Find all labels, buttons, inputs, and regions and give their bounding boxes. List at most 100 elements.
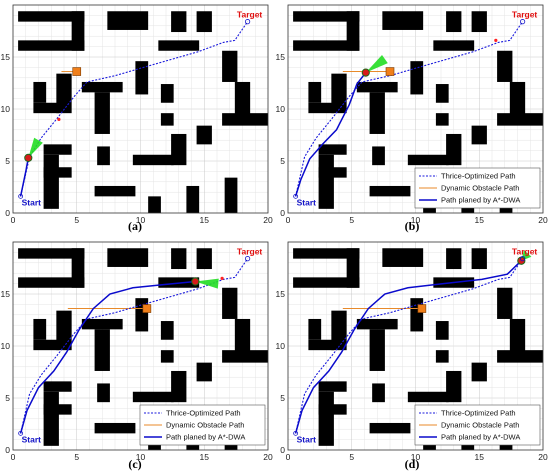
obstacle-block bbox=[160, 321, 174, 340]
obstacle-block bbox=[471, 11, 487, 33]
obstacle-block bbox=[293, 40, 360, 51]
obstacle-block bbox=[196, 125, 212, 145]
x-tick-label: 10 bbox=[411, 215, 421, 225]
obstacle-block bbox=[435, 113, 449, 126]
legend-entry: Dynamic Obstacle Path bbox=[166, 421, 244, 430]
obstacle-block bbox=[222, 350, 268, 363]
x-tick-label: 15 bbox=[475, 215, 485, 225]
obstacles bbox=[293, 248, 543, 450]
obstacle-block bbox=[43, 144, 72, 155]
y-tick-label: 0 bbox=[280, 208, 285, 218]
legend-entry: Thrice-Optimized Path bbox=[166, 409, 241, 418]
obstacle-block bbox=[94, 329, 110, 371]
start-marker bbox=[18, 430, 24, 436]
x-tick-label: 0 bbox=[11, 452, 16, 462]
obstacle-block bbox=[33, 81, 47, 103]
planned-path bbox=[19, 157, 30, 197]
caption-a: (a) bbox=[128, 219, 142, 233]
legend: Thrice-Optimized Path Dynamic Obstacle Pa… bbox=[139, 404, 266, 446]
obstacle-block bbox=[132, 154, 174, 166]
obstacle-block bbox=[318, 167, 347, 178]
dynamic-obstacle bbox=[385, 67, 395, 76]
obstacle-block bbox=[356, 318, 398, 330]
obstacle-block bbox=[471, 248, 487, 270]
obstacle-block bbox=[171, 370, 187, 403]
obstacle-block bbox=[18, 248, 85, 259]
obstacle-block bbox=[222, 50, 238, 82]
y-tick-label: 10 bbox=[276, 341, 286, 351]
planned-path bbox=[294, 72, 367, 197]
obstacle-block bbox=[497, 287, 513, 319]
target-marker bbox=[245, 256, 251, 262]
start-label: Start bbox=[22, 197, 42, 207]
obstacle-block bbox=[196, 362, 212, 382]
obstacle-block bbox=[433, 40, 475, 51]
obstacle-block bbox=[407, 391, 449, 403]
start-marker bbox=[293, 430, 299, 436]
obstacle-block bbox=[308, 339, 334, 351]
obstacle-block bbox=[435, 84, 449, 103]
obstacle-block bbox=[293, 277, 360, 288]
x-tick-label: 20 bbox=[538, 452, 548, 462]
caption-c: (c) bbox=[128, 457, 142, 471]
obstacle-block bbox=[308, 102, 334, 114]
target-label: Target bbox=[237, 10, 263, 20]
plot-frame bbox=[12, 241, 269, 451]
y-tick-label: 0 bbox=[5, 445, 10, 455]
y-tick-label: 15 bbox=[1, 52, 11, 62]
obstacle-block bbox=[43, 391, 59, 446]
obstacle-block bbox=[94, 185, 136, 197]
obstacle-block bbox=[43, 167, 72, 178]
caption-b: (b) bbox=[404, 219, 420, 233]
start-label: Start bbox=[297, 434, 317, 444]
dwa-velocity-fan bbox=[28, 137, 43, 158]
legend-entry: Dynamic Obstacle Path bbox=[441, 184, 519, 193]
panel-a-chart: StartTarget05101520051015Thrice-Optimize… bbox=[1, 4, 273, 225]
target-marker bbox=[520, 19, 526, 25]
obstacle-block bbox=[435, 350, 449, 363]
x-tick-label: 15 bbox=[200, 215, 210, 225]
obstacle-block bbox=[497, 113, 543, 126]
obstacle-block bbox=[369, 92, 385, 134]
obstacle-block bbox=[407, 154, 449, 166]
x-tick-label: 0 bbox=[286, 452, 291, 462]
x-tick-label: 10 bbox=[136, 215, 146, 225]
start-marker bbox=[293, 193, 299, 199]
dwa-velocity-fan bbox=[365, 54, 388, 73]
panel-c-chart: Start Target 0 5 10 15 20 0 5 10 15 Thrice-Optimize… bbox=[1, 241, 273, 462]
obstacle-block bbox=[33, 339, 59, 351]
x-tick-label: 5 bbox=[349, 215, 354, 225]
planned-path bbox=[19, 280, 196, 434]
y-tick-label: 10 bbox=[1, 341, 11, 351]
obstacle-block bbox=[293, 248, 360, 259]
x-tick-label: 20 bbox=[538, 215, 548, 225]
x-tick-label: 0 bbox=[11, 215, 16, 225]
legend: Thrice-Optimized Path Dynamic Obstacle Pa… bbox=[414, 167, 541, 209]
obstacle-block bbox=[446, 248, 462, 270]
obstacle-block bbox=[222, 287, 238, 319]
obstacle-block bbox=[369, 329, 385, 371]
x-tick-label: 15 bbox=[475, 452, 485, 462]
obstacle-block bbox=[18, 277, 85, 288]
obstacle-block bbox=[171, 133, 187, 166]
x-tick-label: 5 bbox=[74, 452, 79, 462]
dwa-velocity-fan bbox=[195, 278, 219, 289]
obstacle-block bbox=[135, 61, 149, 95]
obstacle-block bbox=[446, 11, 462, 33]
target-marker bbox=[520, 256, 526, 262]
obstacle-block bbox=[97, 146, 110, 166]
target-label: Target bbox=[512, 10, 538, 20]
x-tick-label: 20 bbox=[263, 215, 273, 225]
obstacle-block bbox=[160, 350, 174, 363]
obstacle-block bbox=[446, 370, 462, 403]
obstacle-block bbox=[331, 73, 347, 114]
x-tick-label: 10 bbox=[411, 452, 421, 462]
waypoint-dot bbox=[220, 276, 224, 280]
obstacle-block bbox=[224, 177, 238, 213]
obstacle-block bbox=[81, 81, 123, 93]
obstacle-block bbox=[132, 391, 174, 403]
planned-path bbox=[294, 260, 522, 434]
y-tick-label: 0 bbox=[5, 208, 10, 218]
robot-marker bbox=[24, 153, 33, 162]
